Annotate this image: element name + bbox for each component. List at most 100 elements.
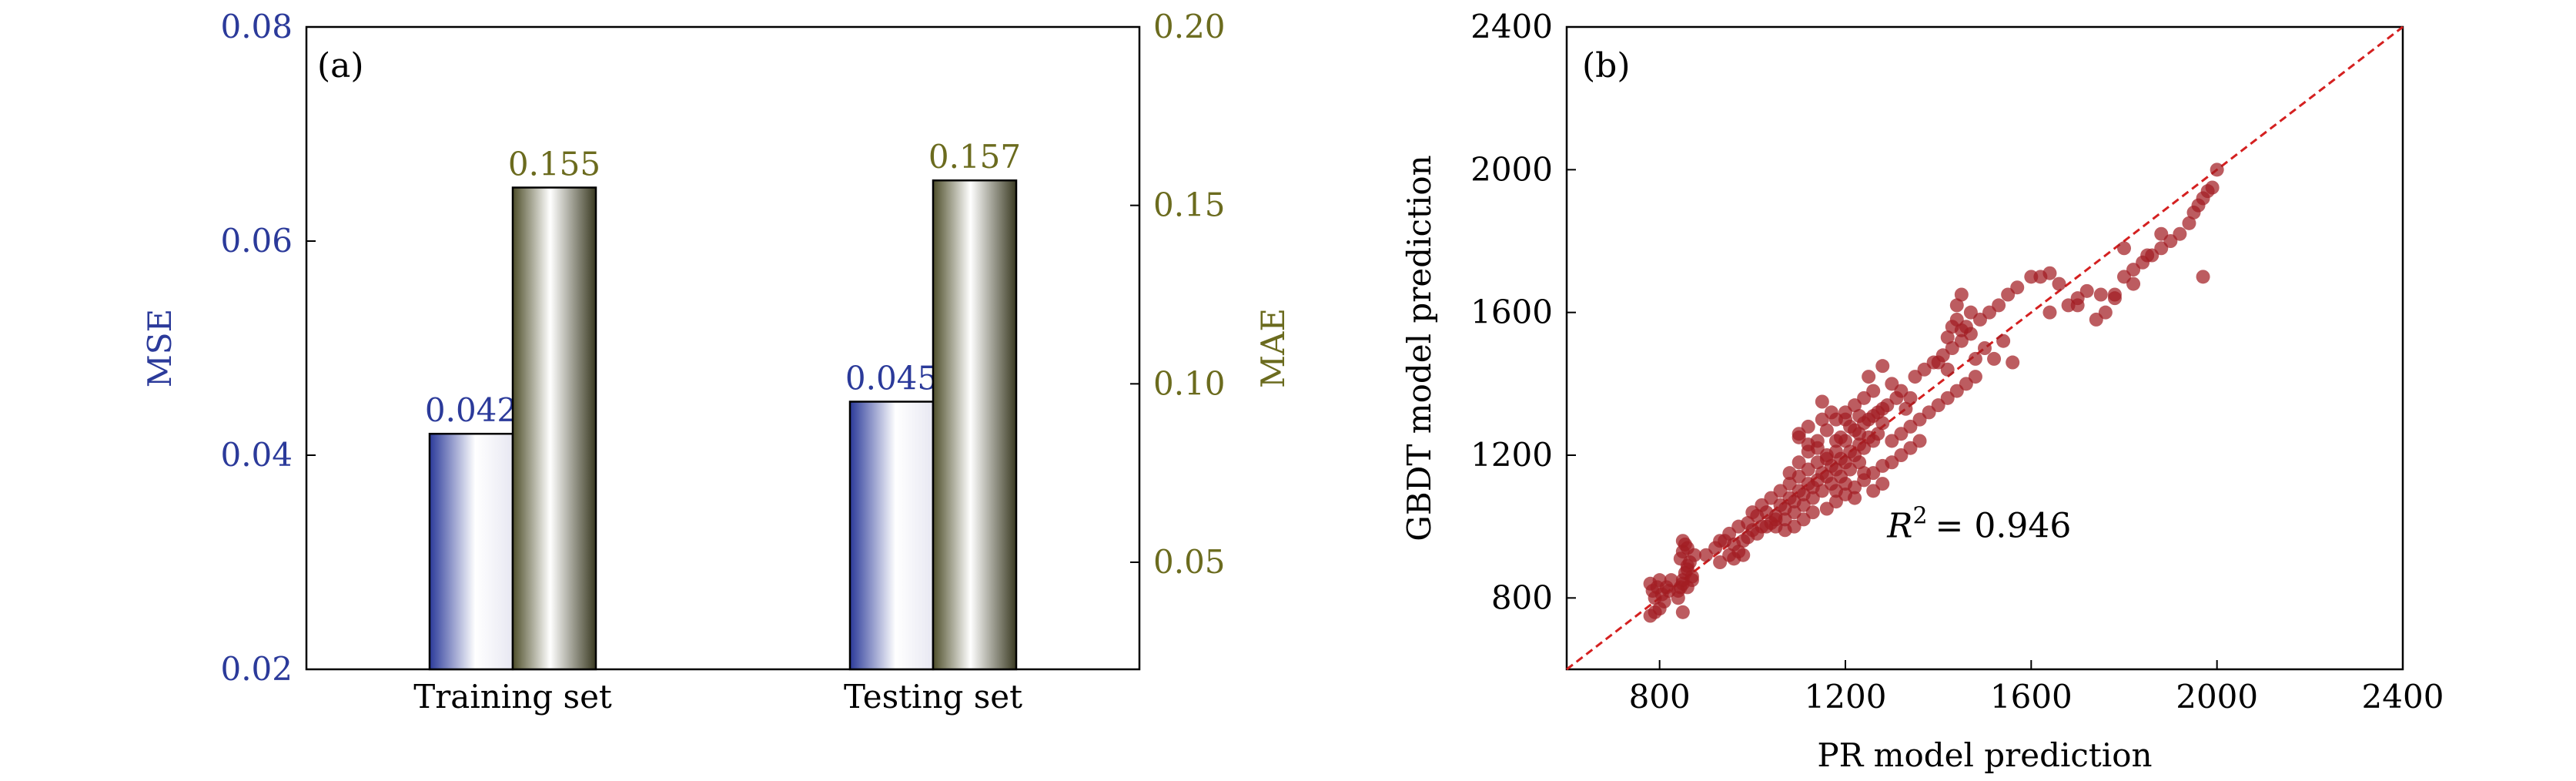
panel-label-a: (a) [317,46,364,85]
scatter-point [2010,280,2025,295]
r-squared-symbol: R [1886,507,1912,546]
scatter-point [1768,512,1783,527]
scatter-point [1819,423,1834,437]
scatter-point [1949,298,1964,313]
left-tick-label: 0.08 [220,8,293,45]
scatter-point [1675,605,1690,619]
scatter-points [1643,163,2224,623]
scatter-point [1978,341,1992,355]
scatter-point [1903,390,1918,405]
scatter-point [1912,434,1927,448]
left-axis-ticks: 0.02 0.04 0.06 0.08 [220,8,316,688]
scatter-point [1875,477,1890,491]
scatter-point [1810,441,1825,455]
r-squared-annotation: R2 = 0.946 [1886,503,2071,546]
scatter-point [1992,298,2006,313]
bar-mae [511,186,597,671]
category-label: Testing set [844,678,1022,716]
x-tick-label: 800 [1629,678,1691,716]
scatter-point [1848,491,1862,505]
plot-frame-a [305,25,1141,671]
scatter-point [2182,216,2196,230]
scatter-point [1815,394,1829,409]
x-tick-label: 2400 [2362,678,2444,716]
r-squared-exponent: 2 [1912,503,1927,530]
scatter-point [2205,180,2220,195]
left-tick-label: 0.02 [220,650,293,688]
scatter-point [2006,355,2020,370]
right-axis-ticks: 0.05 0.10 0.15 0.20 [1130,8,1226,581]
scatter-point [2154,226,2169,241]
y-tick-label: 2000 [1470,150,1553,188]
x-axis-label: PR model prediction [1817,736,2152,774]
scatter-point [1987,351,2002,366]
scatter-point [1959,320,1973,334]
scatter-point [1791,427,1806,441]
panel-label-b: (b) [1582,46,1631,85]
scatter-point [1782,466,1797,481]
scatter-point [2042,266,2057,280]
reference-line [1566,25,2404,671]
scatter-point [2042,305,2057,320]
y-tick-label: 1200 [1470,436,1553,474]
scatter-point [1684,573,1699,588]
scatter-point [1675,534,1690,548]
scatter-point [2052,277,2066,291]
scatter-point [1862,370,1876,384]
x-tick-label: 1200 [1805,678,1887,716]
r-squared-value: = 0.946 [1935,507,2072,546]
scatter-point [2107,291,2122,306]
scatter-point [1889,390,1904,405]
scatter-point [1968,351,1982,366]
scatter-point [1824,405,1838,420]
scatter-point [2079,283,2094,298]
scatter-point [1838,477,1852,491]
category-label: Training set [413,678,612,716]
scatter-point [1996,334,2011,348]
scatter-point [1857,466,1872,481]
bar-value-label: 0.155 [508,146,601,183]
right-tick-label: 0.05 [1153,543,1226,581]
scatter-point [2210,163,2224,177]
y-axis-label-mse: MSE [141,309,179,387]
plot-frame-b [1565,25,2404,671]
left-tick-label: 0.06 [220,222,293,260]
scatter-point [1791,455,1806,470]
scatter-point [1968,370,1982,384]
scatter-point [2140,248,2155,263]
scatter-point [1875,359,1890,374]
scatter-point [2093,287,2108,302]
right-tick-label: 0.20 [1153,8,1226,45]
axis-ticks: 800 1200 1600 2000 2400 800 1200 1600 2000 2400 [1470,8,2444,716]
y-axis-label-mae: MAE [1254,308,1292,388]
scatter-point [2186,205,2201,220]
bar-series: 0.042 0.155 0.045 0.157 [425,138,1021,671]
y-tick-label: 2400 [1470,8,1553,45]
scatter-point [1875,401,1890,416]
scatter-point [1899,401,1913,416]
bar-mae [932,179,1018,671]
scatter-point [1736,548,1751,562]
bar-mse [848,401,935,671]
scatter-point [2196,270,2210,284]
scatter-point [1778,523,1792,538]
y-axis-label: GBDT model prediction [1400,155,1438,541]
scatter-point [1954,287,1969,302]
bar-value-label: 0.157 [928,138,1021,176]
scatter-point [1838,434,1852,448]
bar-value-label: 0.045 [845,360,938,397]
scatter-point [1828,444,1843,459]
scatter-point [2070,298,2085,313]
scatter-point [1871,427,1885,441]
panel-b-scatter-chart: (b) 800 1200 1600 2000 2400 800 1200 1600 2000 24… [1400,8,2444,774]
scatter-point [2098,305,2113,320]
scatter-point [1750,508,1765,523]
scatter-point [1940,362,1955,377]
scatter-point [1852,455,1867,470]
right-tick-label: 0.10 [1153,364,1226,402]
left-tick-label: 0.04 [220,436,293,474]
x-tick-label: 1600 [1990,678,2073,716]
scatter-point [1866,384,1881,398]
scatter-point [1940,330,1955,345]
